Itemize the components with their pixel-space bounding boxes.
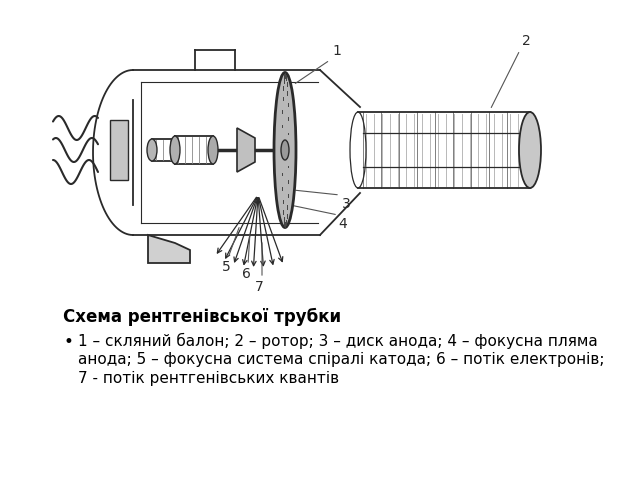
Ellipse shape — [147, 139, 157, 161]
Text: 7: 7 — [255, 280, 264, 294]
Text: 6: 6 — [242, 267, 251, 281]
Text: 1: 1 — [332, 44, 341, 58]
Ellipse shape — [274, 72, 296, 228]
Text: •: • — [63, 333, 73, 351]
Text: 4: 4 — [338, 217, 347, 231]
Ellipse shape — [208, 136, 218, 164]
Text: 2: 2 — [522, 34, 531, 48]
Text: 7 - потік рентгенівських квантів: 7 - потік рентгенівських квантів — [78, 371, 339, 386]
Ellipse shape — [170, 136, 180, 164]
Text: 3: 3 — [342, 197, 351, 211]
Polygon shape — [148, 235, 190, 263]
Text: 1 – скляний балон; 2 – ротор; 3 – диск анода; 4 – фокусна пляма: 1 – скляний балон; 2 – ротор; 3 – диск а… — [78, 333, 598, 349]
Ellipse shape — [281, 140, 289, 160]
FancyBboxPatch shape — [110, 120, 128, 180]
Polygon shape — [237, 128, 255, 172]
Ellipse shape — [519, 112, 541, 188]
Text: 5: 5 — [222, 260, 231, 274]
Text: анода; 5 – фокусна система спіралі катода; 6 – потік електронів;: анода; 5 – фокусна система спіралі катод… — [78, 352, 605, 367]
Text: Схема рентгенівської трубки: Схема рентгенівської трубки — [63, 308, 341, 326]
